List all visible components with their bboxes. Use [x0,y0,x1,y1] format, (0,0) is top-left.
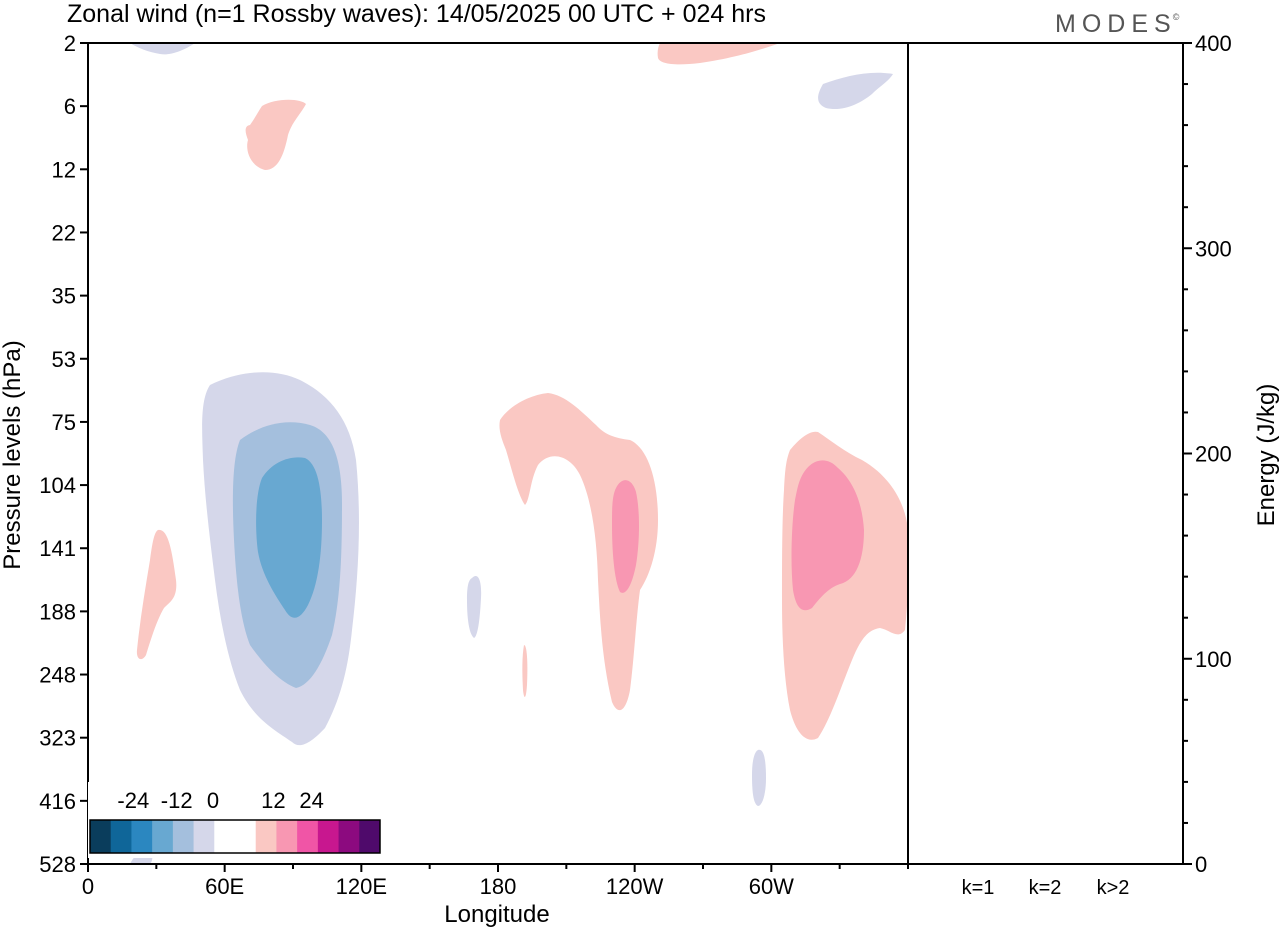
colorbar-swatch [90,820,112,853]
energy-axis: 0 100 200 300 400 [1183,31,1232,877]
y-axis-title: Pressure levels (hPa) [0,340,26,569]
pressure-axis: 2 6 12 22 35 53 75 104 141 188 248 323 416 528 [39,31,88,877]
right-axis-title: Energy (J/kg) [1253,384,1280,527]
colorbar-swatch [338,820,360,853]
energy-tick-label: 200 [1195,442,1232,467]
contour-pos6-center [499,393,658,711]
contour-neg6-mid [467,576,482,638]
y-tick-label: 248 [39,663,76,688]
longitude-axis: 0 60E 120E 180 120W 60W [82,864,909,899]
contour-neg6-top-right [818,72,893,110]
colorbar-label: -12 [161,788,193,813]
energy-tick-label: 400 [1195,31,1232,56]
contour-pos6-sliver [522,645,528,697]
contour-neg6-top-left [130,43,195,55]
energy-bar-label: k>2 [1097,877,1130,899]
x-tick-label: 120E [336,874,387,899]
contour-pos6-upper [245,99,306,170]
y-tick-label: 12 [52,157,76,182]
energy-bar [1091,863,1135,864]
y-tick-label: 35 [52,284,76,309]
colorbar-swatch [110,820,132,853]
contour-neg6-lower [752,749,766,806]
contour-field [130,43,908,864]
colorbar-swatch [214,820,236,853]
colorbar-swatch [152,820,174,853]
x-tick-label: 60E [205,874,244,899]
energy-bar [956,863,1000,864]
x-tick-label: 0 [82,874,94,899]
colorbar-border [89,819,381,854]
x-tick-label: 60W [749,874,794,899]
chart-title: Zonal wind (n=1 Rossby waves): 14/05/202… [67,0,766,28]
colorbar-swatch [359,820,381,853]
colorbar-swatch [172,820,195,853]
y-tick-label: 6 [64,94,76,119]
colorbar-swatch [193,820,215,853]
energy-bars: k=1 k=2 k>2 [956,863,1135,899]
energy-bar-label: k=1 [962,877,995,899]
energy-tick-label: 300 [1195,236,1232,261]
colorbar-swatch [235,820,257,853]
colorbar-swatch [297,820,319,853]
y-tick-label: 188 [39,599,76,624]
colorbar-swatch [276,820,298,853]
y-tick-label: 323 [39,726,76,751]
energy-bar-label: k=2 [1029,877,1062,899]
colorbar-label: 24 [299,788,323,813]
y-tick-label: 416 [39,789,76,814]
contour-pos6-left [136,529,177,660]
colorbar-label: 12 [261,788,285,813]
colorbar: -24 -12 0 12 24 [88,782,384,858]
y-tick-label: 53 [52,347,76,372]
x-tick-label: 180 [480,874,517,899]
contour-neg18-main [256,457,322,618]
contour-pos12-center [612,480,639,593]
y-tick-label: 2 [64,31,76,56]
y-tick-label: 104 [39,473,76,498]
y-tick-label: 141 [39,536,76,561]
energy-tick-label: 100 [1195,647,1232,672]
colorbar-label: 0 [207,788,219,813]
colorbar-swatch [131,820,153,853]
energy-tick-label: 0 [1195,852,1207,877]
contour-pos6-top [657,43,780,65]
y-tick-label: 75 [52,410,76,435]
colorbar-swatch [317,820,340,853]
contour-pos12-right [791,460,864,611]
x-axis-title: Longitude [444,901,549,928]
energy-bar [1023,863,1067,864]
y-tick-label: 22 [52,220,76,245]
brand-logo: MODES© [1055,10,1180,38]
x-tick-label: 120W [606,874,664,899]
colorbar-swatch [255,820,277,853]
colorbar-label: -24 [117,788,149,813]
y-tick-label: 528 [39,852,76,877]
